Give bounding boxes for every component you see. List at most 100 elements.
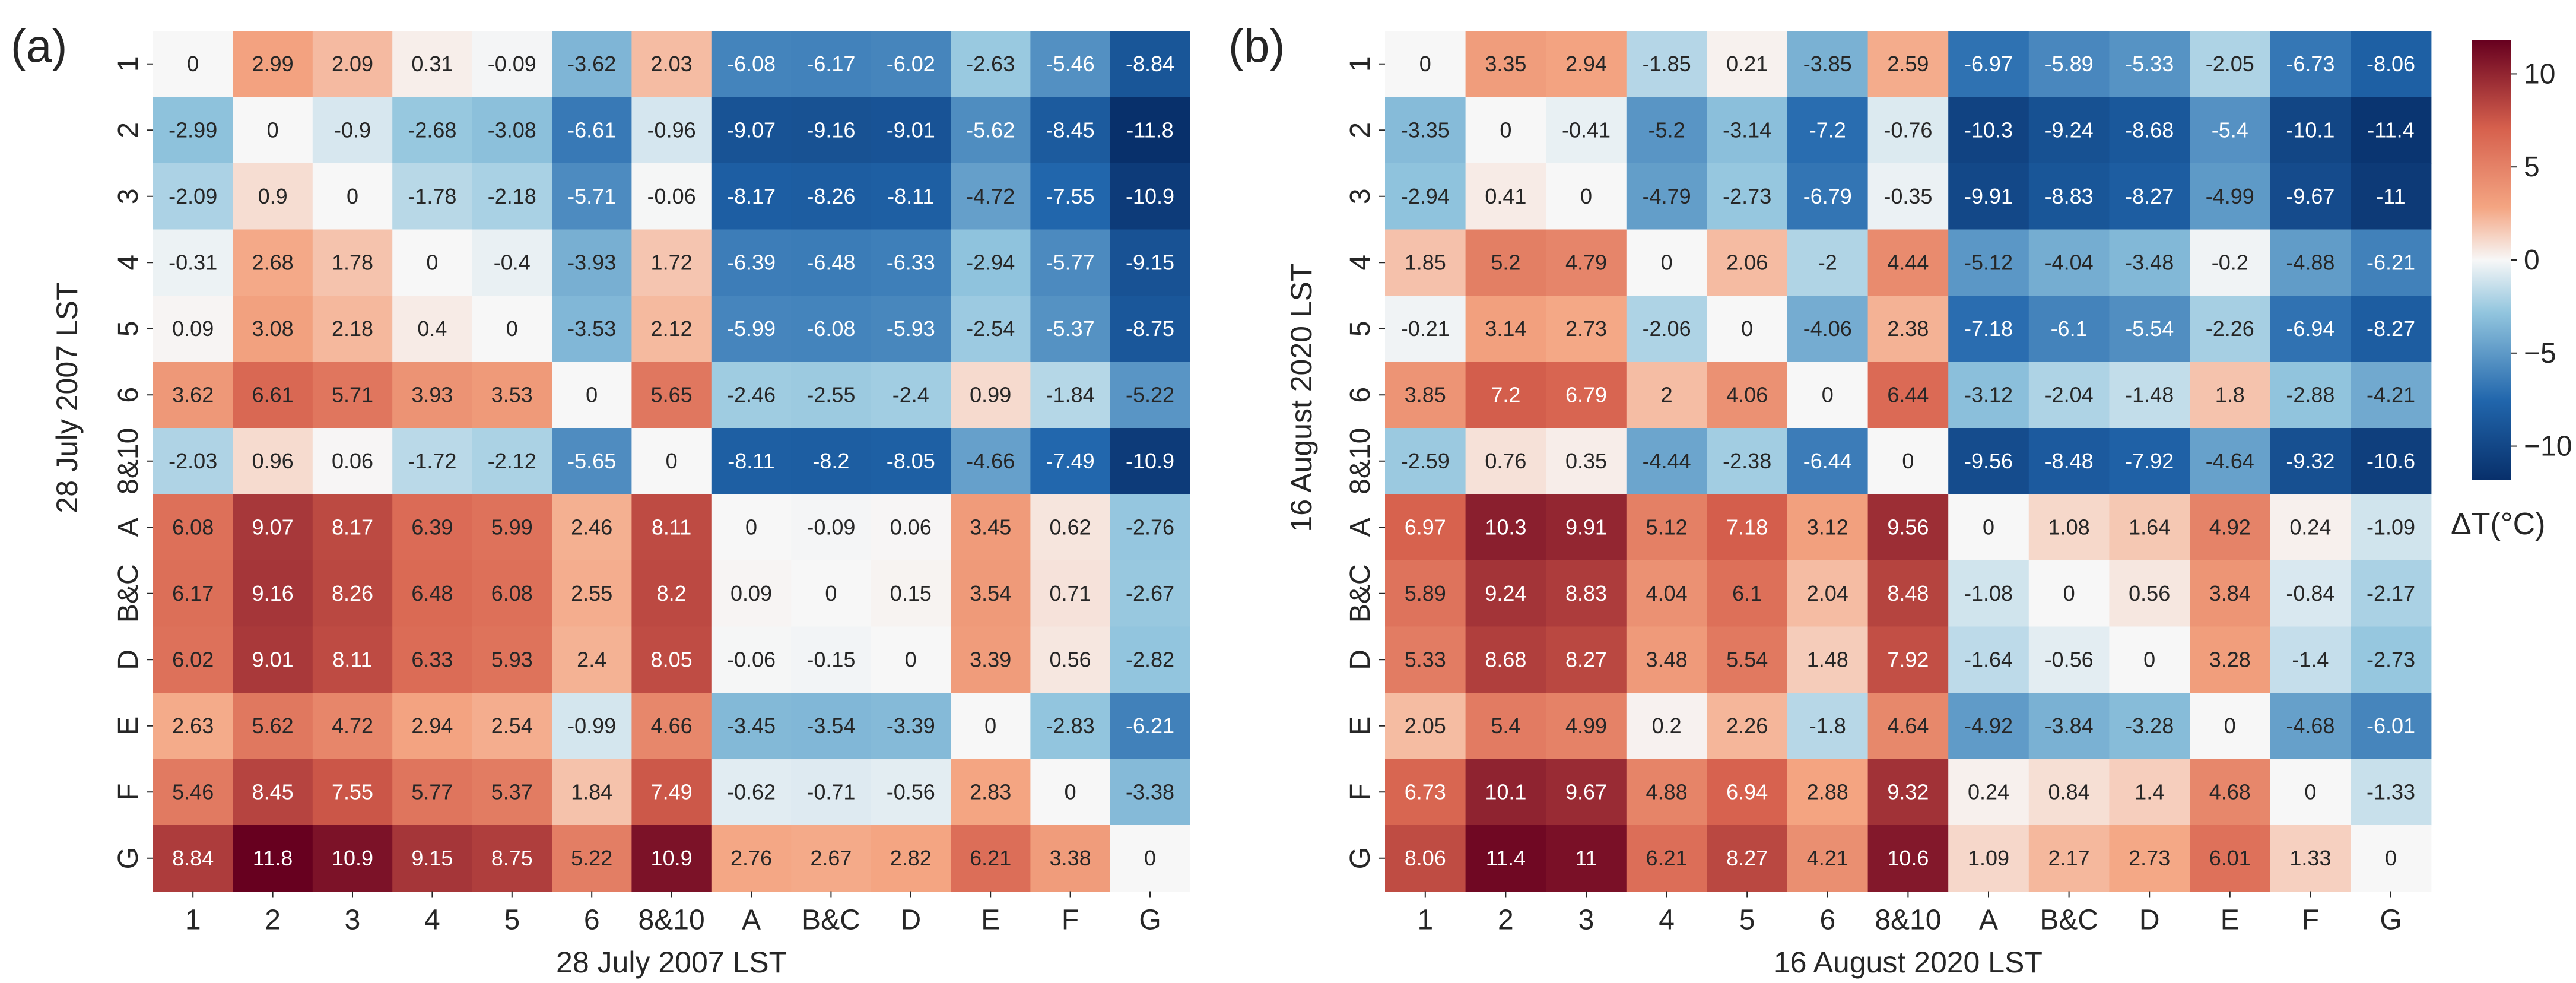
cell-value-label: -6.48 xyxy=(806,250,855,274)
cell-value-label: 7.18 xyxy=(1726,515,1768,539)
heatmap-cell xyxy=(1546,626,1627,693)
heatmap-cell xyxy=(2028,163,2110,230)
cell-value-label: 1.48 xyxy=(1807,647,1848,671)
heatmap-cell xyxy=(951,693,1031,760)
cell-value-label: 0 xyxy=(1500,118,1511,142)
heatmap-cell xyxy=(1546,362,1627,429)
heatmap-cell xyxy=(1465,31,1546,98)
y-tick-label: F xyxy=(1345,784,1376,801)
panel-label: (b) xyxy=(1228,20,1285,72)
heatmap-cell xyxy=(1110,494,1190,561)
cell-value-label: 0.62 xyxy=(1050,515,1091,539)
cell-value-label: 0 xyxy=(984,714,996,738)
cell-value-label: 3.48 xyxy=(1646,647,1688,671)
cell-value-label: 5.93 xyxy=(491,647,533,671)
heatmap-cell xyxy=(951,97,1031,164)
x-tick-label: E xyxy=(981,905,1000,936)
cell-value-label: -5.89 xyxy=(2045,52,2094,76)
heatmap-cell xyxy=(153,825,233,892)
cell-value-label: 0 xyxy=(1065,779,1076,804)
heatmap-cell xyxy=(1110,362,1190,429)
heatmap-cell xyxy=(552,362,632,429)
heatmap-cell xyxy=(153,362,233,429)
heatmap-cell xyxy=(1626,759,1707,826)
heatmap-cell xyxy=(2270,362,2351,429)
y-tick-label: 5 xyxy=(1345,321,1376,337)
x-tick-label: 8&10 xyxy=(1875,905,1941,936)
x-tick-label: G xyxy=(1139,905,1161,936)
heatmap-cell xyxy=(871,693,951,760)
y-tick-label: D xyxy=(113,649,144,670)
heatmap-cell xyxy=(472,31,552,98)
cell-value-label: 0.24 xyxy=(2289,515,2331,539)
y-tick-label: 8&10 xyxy=(113,428,144,494)
heatmap-cell xyxy=(552,229,632,296)
cell-value-label: 3.39 xyxy=(970,647,1011,671)
heatmap-cell xyxy=(552,494,632,561)
cell-value-label: 9.91 xyxy=(1565,515,1607,539)
cell-value-label: 1.33 xyxy=(2289,846,2331,870)
heatmap-cell xyxy=(312,825,393,892)
cell-value-label: -2.94 xyxy=(966,250,1015,274)
heatmap-cell xyxy=(1867,97,1949,164)
heatmap-cell xyxy=(2109,693,2190,760)
cell-value-label: -6.1 xyxy=(2051,316,2088,341)
cell-value-label: 4.64 xyxy=(1887,714,1929,738)
heatmap-cell xyxy=(552,163,632,230)
cell-value-label: 0 xyxy=(1822,382,1834,407)
cell-value-label: 3.14 xyxy=(1485,316,1526,341)
cell-value-label: 6.08 xyxy=(172,515,214,539)
heatmap-cell xyxy=(392,759,473,826)
cell-value-label: -0.76 xyxy=(1883,118,1932,142)
heatmap-cell xyxy=(2028,428,2110,495)
heatmap-cell xyxy=(1546,560,1627,627)
cell-value-label: 0.09 xyxy=(730,581,772,605)
cell-value-label: -2.09 xyxy=(169,184,217,208)
cell-value-label: -4.64 xyxy=(2206,449,2254,473)
cell-value-label: 8.26 xyxy=(332,581,373,605)
heatmap-cell xyxy=(312,560,393,627)
cell-value-label: 8.05 xyxy=(651,647,693,671)
cell-value-label: -8.48 xyxy=(2045,449,2094,473)
heatmap-cell xyxy=(631,229,712,296)
heatmap-cell xyxy=(2109,97,2190,164)
cell-value-label: 2.82 xyxy=(890,846,932,870)
cell-value-label: 0.2 xyxy=(1652,714,1682,738)
cell-value-label: -0.21 xyxy=(1401,316,1450,341)
x-tick-label: 1 xyxy=(185,905,201,936)
x-tick-label: 6 xyxy=(584,905,600,936)
heatmap-cell xyxy=(631,494,712,561)
cell-value-label: -9.16 xyxy=(806,118,855,142)
y-tick-label: 6 xyxy=(1345,387,1376,403)
cell-value-label: -1.72 xyxy=(408,449,456,473)
heatmap-cell xyxy=(1948,494,2029,561)
cell-value-label: -7.18 xyxy=(1964,316,2013,341)
cell-value-label: -8.05 xyxy=(887,449,935,473)
cell-value-label: 9.32 xyxy=(1887,779,1929,804)
heatmap-cell xyxy=(392,428,473,495)
heatmap-cell xyxy=(1707,626,1788,693)
cell-value-label: 6.17 xyxy=(172,581,214,605)
cell-value-label: -2.17 xyxy=(2367,581,2415,605)
heatmap-cell xyxy=(1385,97,1466,164)
heatmap-cell xyxy=(2109,31,2190,98)
heatmap-cell xyxy=(1867,296,1949,363)
cell-value-label: 8.48 xyxy=(1887,581,1929,605)
heatmap-cell xyxy=(1110,229,1190,296)
heatmap-cell xyxy=(233,97,313,164)
heatmap-cell xyxy=(392,31,473,98)
cell-value-label: 4.66 xyxy=(651,714,693,738)
heatmap-cell xyxy=(791,825,872,892)
cell-value-label: 8.45 xyxy=(252,779,294,804)
heatmap-cell xyxy=(1948,693,2029,760)
cell-value-label: -3.53 xyxy=(567,316,616,341)
heatmap-cell xyxy=(2190,626,2271,693)
cell-value-label: 2.06 xyxy=(1726,250,1768,274)
heatmap-cell xyxy=(233,296,313,363)
cell-value-label: -11 xyxy=(2376,184,2405,208)
cell-value-label: 0.15 xyxy=(890,581,932,605)
heatmap-cell xyxy=(1787,560,1869,627)
heatmap-cell xyxy=(1787,626,1869,693)
cell-value-label: -5.62 xyxy=(966,118,1015,142)
heatmap-cell xyxy=(2351,97,2432,164)
